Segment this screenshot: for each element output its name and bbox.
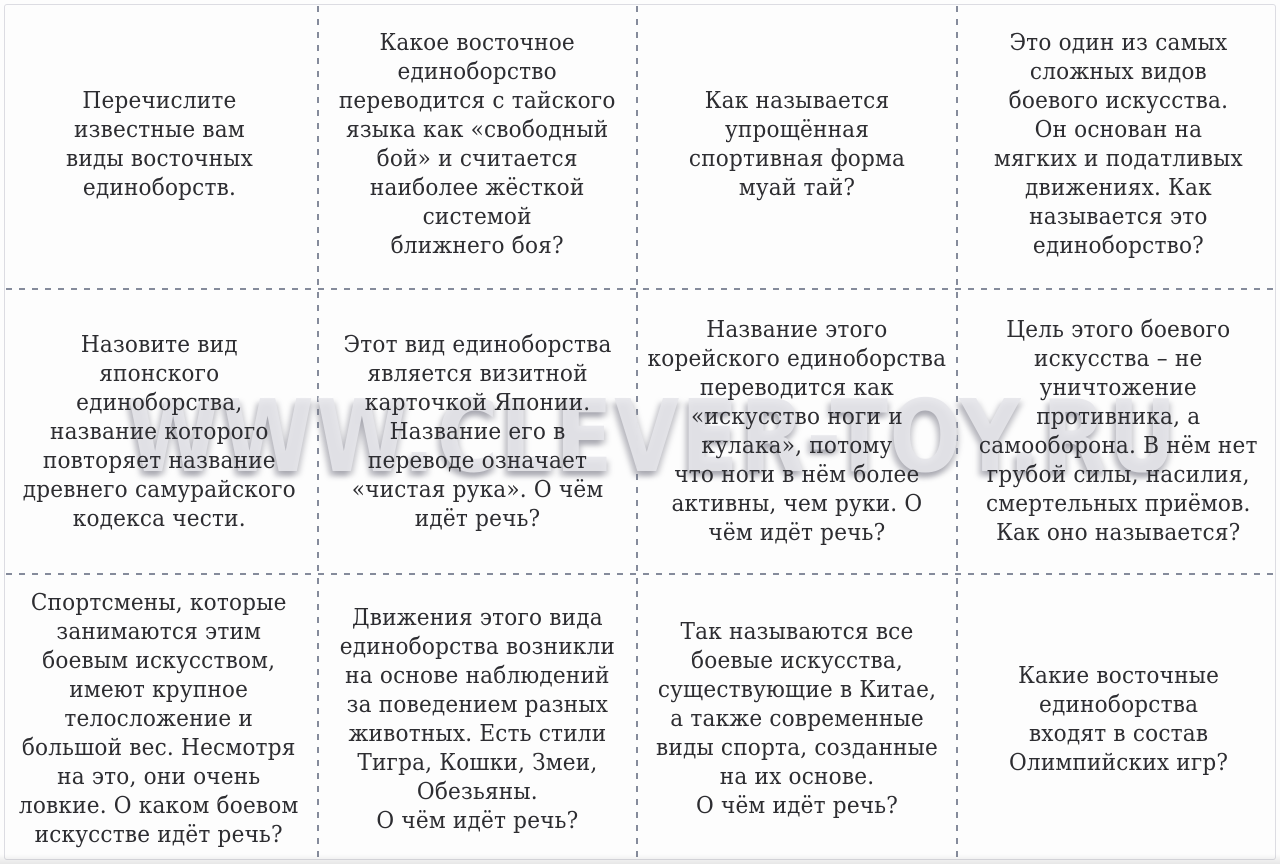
quiz-card-r3c4: Какие восточные единоборства входят в со…: [957, 575, 1280, 864]
quiz-card-r3c1: Спортсмены, которые занимаются этим боев…: [0, 575, 318, 864]
question-text: Цель этого боевого искусства – не уничто…: [979, 317, 1258, 546]
cut-line-horizontal-2: [6, 573, 1274, 575]
quiz-card-r2c2: Этот вид единоборства является визитной …: [318, 289, 637, 575]
quiz-card-r1c1: Перечислите известные вам виды восточных…: [0, 0, 318, 289]
cut-line-vertical-1: [317, 6, 319, 858]
question-text: Спортсмены, которые занимаются этим боев…: [19, 590, 299, 848]
cut-line-horizontal-1: [6, 288, 1274, 290]
quiz-card-r1c2: Какое восточное единоборство переводится…: [318, 0, 637, 289]
quiz-card-r3c3: Так называются все боевые искусства, сущ…: [637, 575, 957, 864]
quiz-card-r2c1: Назовите вид японского единоборства, наз…: [0, 289, 318, 575]
question-text: Назовите вид японского единоборства, наз…: [22, 331, 296, 532]
cut-line-vertical-2: [636, 6, 638, 858]
quiz-card-r2c4: Цель этого боевого искусства – не уничто…: [957, 289, 1280, 575]
question-text: Перечислите известные вам виды восточных…: [65, 87, 253, 201]
quiz-card-r2c3: Название этого корейского единоборства п…: [637, 289, 957, 575]
quiz-card-r1c4: Это один из самых сложных видов боевого …: [957, 0, 1280, 289]
quiz-card-r3c2: Движения этого вида единоборства возникл…: [318, 575, 637, 864]
question-text: Движения этого вида единоборства возникл…: [339, 604, 616, 834]
quiz-card-r1c3: Как называется упрощённая спортивная фор…: [637, 0, 957, 289]
question-text: Какое восточное единоборство переводится…: [339, 29, 616, 259]
question-text: Этот вид единоборства является визитной …: [343, 331, 612, 532]
question-text: Название этого корейского единоборства п…: [647, 317, 947, 546]
question-text: Какие восточные единоборства входят в со…: [1008, 662, 1229, 776]
question-text: Так называются все боевые искусства, сущ…: [655, 619, 939, 819]
cut-line-vertical-3: [956, 6, 958, 858]
question-text: Как называется упрощённая спортивная фор…: [688, 87, 906, 201]
question-text: Это один из самых сложных видов боевого …: [994, 29, 1243, 259]
